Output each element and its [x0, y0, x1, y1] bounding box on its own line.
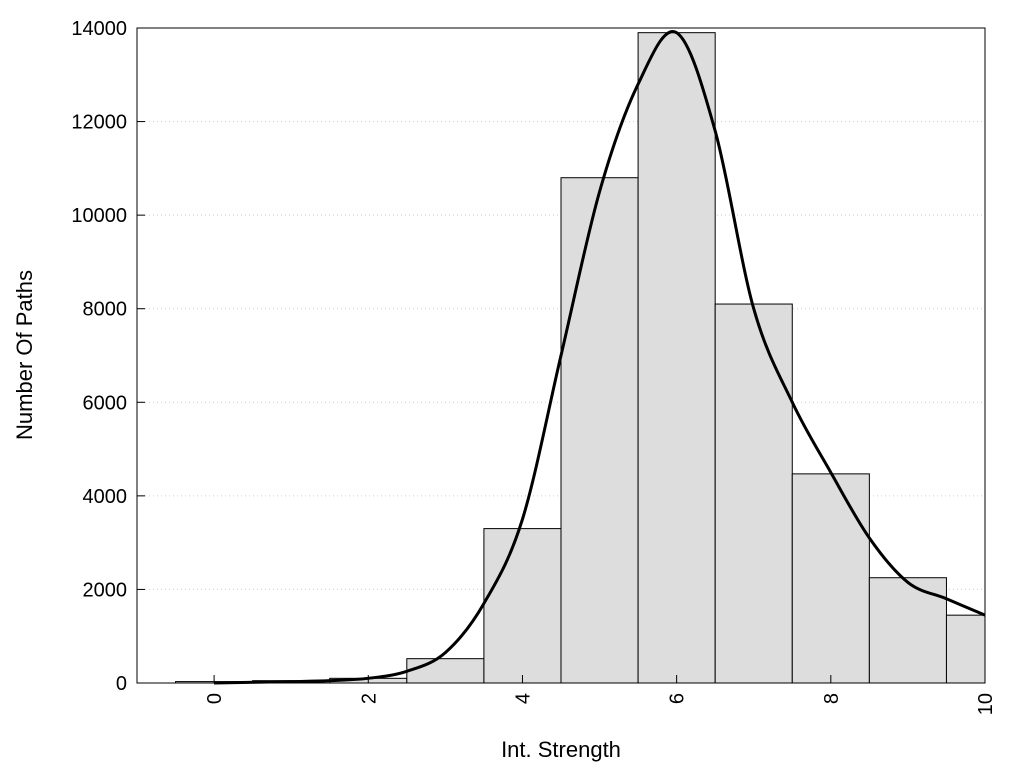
- histogram-bar-7: [714, 303, 793, 684]
- x-tick-label-3: 6: [667, 693, 689, 704]
- histogram-bar-3: [406, 658, 485, 684]
- x-tick-label-5: 10: [975, 693, 997, 715]
- x-tick-label-4: 8: [821, 693, 843, 704]
- x-axis-ticks: 0 2 4 6 8 10: [204, 675, 997, 715]
- x-tick-label-2: 4: [512, 693, 534, 704]
- histogram-bar-5: [560, 177, 639, 684]
- y-tick-label-7: 14000: [71, 18, 127, 40]
- histogram-bar-8: [791, 473, 870, 684]
- y-tick-label-5: 10000: [71, 205, 127, 227]
- x-tick-label-1: 2: [358, 693, 380, 704]
- histogram-bar-6: [637, 32, 716, 684]
- histogram-bar-4: [483, 528, 562, 684]
- density-curve-layer: [214, 30, 986, 685]
- y-axis-title: Number Of Paths: [12, 270, 37, 440]
- histogram-bars: [175, 32, 986, 684]
- x-axis-title: Int. Strength: [501, 737, 621, 762]
- plot-frame: [136, 27, 986, 684]
- y-tick-label-6: 12000: [71, 112, 127, 134]
- y-tick-label-3: 6000: [83, 392, 128, 414]
- y-tick-label-1: 2000: [83, 579, 128, 601]
- density-curve: [214, 30, 986, 685]
- y-axis-ticks: 0 2000 4000 6000 8000 10000 12000 14000: [71, 18, 145, 695]
- y-tick-label-4: 8000: [83, 299, 128, 321]
- y-tick-label-0: 0: [116, 673, 127, 695]
- x-tick-label-0: 0: [204, 693, 226, 704]
- y-tick-label-2: 4000: [83, 486, 128, 508]
- histogram-bar-10: [945, 614, 986, 684]
